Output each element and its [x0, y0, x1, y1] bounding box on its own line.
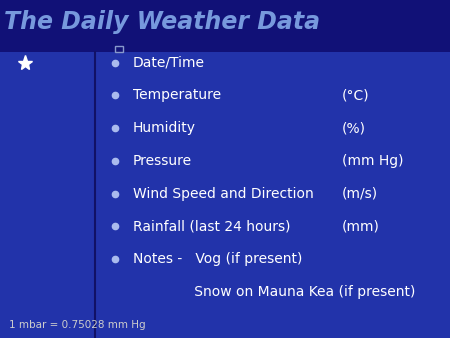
Text: Notes -   Vog (if present): Notes - Vog (if present)	[133, 252, 302, 266]
Text: (mm): (mm)	[342, 219, 380, 234]
Text: Temperature: Temperature	[133, 88, 221, 102]
Text: (%): (%)	[342, 121, 366, 135]
Text: Rainfall (last 24 hours): Rainfall (last 24 hours)	[133, 219, 290, 234]
Bar	[115, 46, 123, 52]
Bar	[0, 0, 450, 52]
Text: Humidity: Humidity	[133, 121, 196, 135]
Text: Date/Time: Date/Time	[133, 55, 205, 70]
Text: Snow on Mauna Kea (if present): Snow on Mauna Kea (if present)	[133, 285, 415, 299]
Text: 1 mbar = 0.75028 mm Hg: 1 mbar = 0.75028 mm Hg	[9, 319, 146, 330]
Text: (m/s): (m/s)	[342, 187, 378, 201]
Text: The Daily Weather Data: The Daily Weather Data	[4, 10, 320, 34]
Bar	[0, 52, 450, 338]
Text: Wind Speed and Direction: Wind Speed and Direction	[133, 187, 314, 201]
Text: Pressure: Pressure	[133, 154, 192, 168]
Text: (°C): (°C)	[342, 88, 369, 102]
Text: (mm Hg): (mm Hg)	[342, 154, 404, 168]
